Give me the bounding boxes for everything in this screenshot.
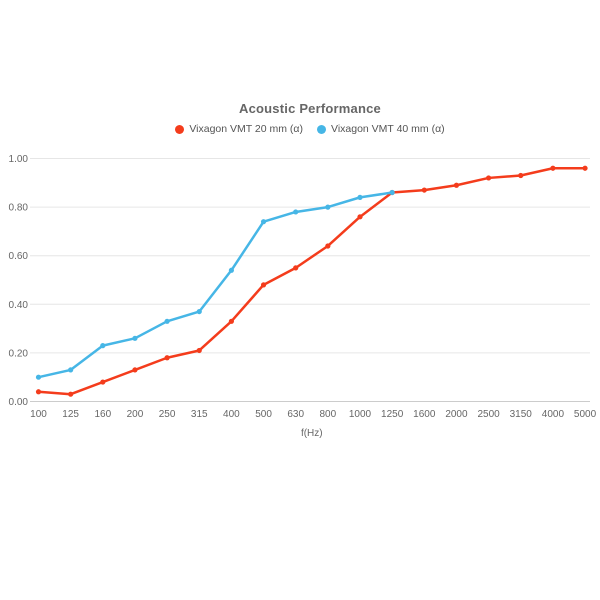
series-line-0 [37, 166, 587, 396]
x-axis-label: 400 [223, 409, 240, 420]
data-point [453, 182, 460, 188]
x-axis-title: f(Hz) [301, 428, 323, 439]
x-axis-label: 2000 [445, 409, 468, 420]
data-point [164, 355, 170, 361]
data-point [164, 318, 170, 324]
x-axis-label: 1000 [349, 409, 372, 420]
data-point [389, 189, 395, 196]
legend-item-vmt-40mm[interactable]: Vixagon VMT 40 mm (α) [317, 123, 445, 135]
y-axis-label: 0.20 [9, 348, 29, 359]
data-point [68, 367, 74, 373]
x-axis-label: 200 [127, 409, 144, 420]
data-point [486, 175, 492, 181]
data-point [35, 374, 42, 380]
data-point [293, 265, 299, 271]
data-point [68, 391, 74, 397]
data-point [100, 379, 106, 385]
x-axis-label: 3150 [510, 409, 533, 420]
data-point [132, 367, 138, 373]
data-point [260, 282, 267, 288]
data-point [518, 172, 524, 179]
legend-label-vmt-40mm: Vixagon VMT 40 mm (α) [331, 123, 445, 135]
data-point [100, 343, 106, 349]
data-point [196, 347, 202, 354]
data-point [196, 308, 202, 315]
x-axis-label: 1250 [381, 409, 404, 420]
y-axis-label: 0.00 [9, 397, 29, 408]
legend-label-vmt-20mm: Vixagon VMT 20 mm (α) [189, 123, 303, 135]
x-axis-label: 125 [62, 409, 79, 420]
data-point [260, 219, 267, 225]
legend-item-vmt-20mm[interactable]: Vixagon VMT 20 mm (α) [175, 123, 303, 135]
data-point [228, 267, 234, 273]
y-axis-label: 0.80 [9, 203, 29, 214]
x-axis-label: 2500 [477, 409, 500, 420]
x-axis-label: 1600 [413, 409, 436, 420]
data-point [228, 318, 234, 324]
x-axis-label: 5000 [574, 409, 597, 420]
data-point [325, 243, 331, 249]
chart-title: Acoustic Performance [239, 101, 381, 116]
data-point [357, 194, 363, 200]
legend: Vixagon VMT 20 mm (α) Vixagon VMT 40 mm … [10, 123, 600, 135]
data-point [132, 335, 138, 341]
x-axis-label: 160 [94, 409, 111, 420]
data-point [293, 209, 299, 215]
data-point [325, 204, 331, 210]
y-axis-label: 1.00 [9, 154, 29, 165]
x-axis-label: 100 [30, 409, 47, 420]
legend-marker-icon [175, 124, 185, 134]
x-axis-label: 630 [287, 409, 304, 420]
x-axis-label: 4000 [542, 409, 565, 420]
x-axis-label: 500 [255, 409, 272, 420]
data-point [357, 214, 363, 220]
legend-marker-icon [317, 124, 326, 134]
y-axis-label: 0.60 [9, 251, 29, 262]
x-axis-label: 250 [159, 409, 176, 420]
series-line-1 [37, 191, 394, 379]
data-point [35, 389, 42, 395]
x-axis-label: 800 [320, 409, 337, 420]
data-point [421, 187, 427, 193]
y-axis-label: 0.40 [9, 300, 29, 311]
data-point [582, 165, 588, 171]
x-axis-label: 315 [191, 409, 208, 420]
data-point [550, 165, 556, 171]
